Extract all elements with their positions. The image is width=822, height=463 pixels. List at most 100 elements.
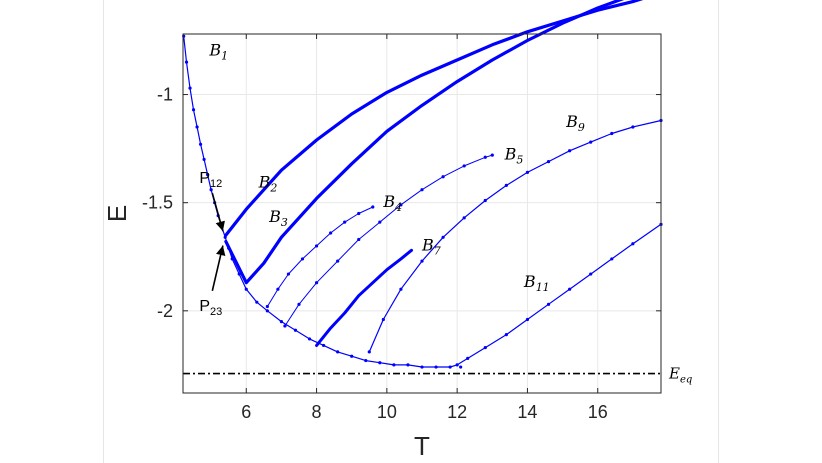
data-point xyxy=(191,108,196,112)
data-point xyxy=(466,356,470,360)
data-point xyxy=(406,363,410,367)
data-point xyxy=(459,365,463,369)
y-tick-label: -1 xyxy=(157,85,173,105)
grid xyxy=(183,34,661,393)
data-point xyxy=(631,242,635,246)
series-label-sub: 4 xyxy=(394,201,402,214)
series-label-main: B xyxy=(258,173,271,192)
data-point xyxy=(462,164,466,168)
data-point xyxy=(490,153,494,157)
x-tick-label: 14 xyxy=(517,402,537,422)
series-line-b3 xyxy=(224,0,625,285)
data-point xyxy=(525,170,530,175)
data-point xyxy=(283,324,287,328)
series-label-b7: B7 xyxy=(421,235,441,257)
x-tick-label: 16 xyxy=(588,402,608,422)
data-point xyxy=(589,140,593,144)
y-tick-label: -1.5 xyxy=(142,193,173,213)
data-point xyxy=(434,365,438,369)
data-point xyxy=(610,257,614,261)
data-point xyxy=(399,287,403,291)
x-tick-label: 10 xyxy=(377,402,397,422)
data-point xyxy=(307,337,312,341)
data-point xyxy=(195,125,199,129)
data-point xyxy=(448,365,452,369)
series-line-b2 xyxy=(224,0,644,237)
data-point xyxy=(371,205,375,209)
data-point xyxy=(286,272,291,276)
series-label-main: B xyxy=(268,207,281,226)
data-point xyxy=(293,328,298,332)
annotation-label-sub: 23 xyxy=(210,306,222,318)
data-point xyxy=(420,188,424,192)
data-point xyxy=(300,257,305,261)
annotation-label-main: P xyxy=(199,298,210,315)
x-tick-label: 8 xyxy=(312,402,322,422)
data-point xyxy=(276,287,280,291)
annotation-arrow xyxy=(211,245,226,292)
data-point xyxy=(504,183,508,187)
y-tick-label: -2 xyxy=(157,301,173,321)
series-group xyxy=(182,0,663,375)
series-label-sub: 1 xyxy=(221,50,228,63)
series-label-sub: 7 xyxy=(434,244,441,257)
data-point xyxy=(462,216,466,220)
equilibrium-label: Eeq xyxy=(668,365,692,386)
data-point xyxy=(568,287,572,291)
series-label-b2: B2 xyxy=(258,173,278,195)
data-point xyxy=(279,320,284,324)
data-point xyxy=(198,142,203,146)
data-point xyxy=(483,155,487,159)
data-point xyxy=(631,125,635,129)
data-point xyxy=(378,220,382,224)
data-point xyxy=(188,86,192,90)
data-point xyxy=(378,361,382,365)
data-point xyxy=(589,272,593,276)
x-tick-label: 6 xyxy=(241,402,251,422)
data-point xyxy=(483,345,487,350)
data-point xyxy=(255,300,259,304)
series-label-sub: 2 xyxy=(269,182,277,195)
data-point xyxy=(202,157,206,162)
data-point xyxy=(525,317,530,322)
data-point xyxy=(350,354,354,358)
data-point xyxy=(441,175,445,179)
equilibrium-label-sub: eq xyxy=(680,375,692,386)
series-label-main: B xyxy=(504,144,517,163)
data-point xyxy=(610,131,614,136)
annotation-label: P23 xyxy=(199,298,222,318)
series-label-b9: B9 xyxy=(565,112,585,134)
data-point xyxy=(455,363,459,367)
series-label-sub: 5 xyxy=(516,153,523,166)
series-label-sub: 9 xyxy=(578,121,585,134)
series-label-main: B xyxy=(523,272,536,291)
data-point xyxy=(392,363,396,367)
series-label-main: B xyxy=(208,41,221,60)
axes-box xyxy=(182,33,662,394)
annotation-label-main: P xyxy=(199,170,210,187)
equilibrium-label-main: E xyxy=(668,365,680,383)
data-point xyxy=(420,365,424,369)
series-label-b5: B5 xyxy=(504,144,524,166)
data-point xyxy=(184,60,189,64)
data-point xyxy=(321,343,326,348)
data-point xyxy=(329,231,333,235)
axes: 6 8 10 12 14 16-1-1.5-2TE xyxy=(102,33,662,461)
data-point xyxy=(297,302,301,306)
annotation-label-sub: 12 xyxy=(210,178,222,190)
data-point xyxy=(441,235,445,239)
series-label-b1: B1 xyxy=(208,41,228,63)
figure-frame xyxy=(103,0,719,463)
annotation-arrow xyxy=(211,193,225,232)
data-point xyxy=(504,333,508,337)
data-point xyxy=(364,358,368,363)
series-label-b3: B3 xyxy=(268,207,288,229)
annotation-label: P12 xyxy=(199,170,222,190)
series-label-b11: B11 xyxy=(523,272,550,294)
series-label-sub: 11 xyxy=(536,281,550,294)
data-point xyxy=(367,350,371,354)
x-axis-label: T xyxy=(414,431,430,461)
series-label-b4: B4 xyxy=(382,192,402,214)
